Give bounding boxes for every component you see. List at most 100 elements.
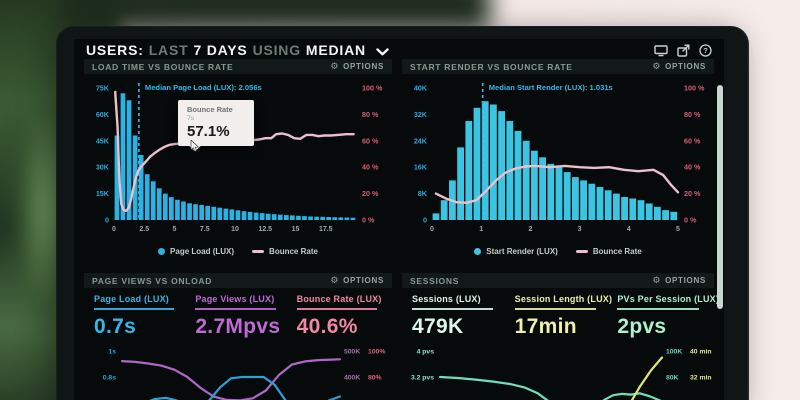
histogram-bar[interactable]: [193, 204, 198, 220]
histogram-bars[interactable]: [432, 101, 678, 221]
histogram-bar[interactable]: [344, 217, 350, 221]
histogram-bar[interactable]: [621, 196, 628, 220]
histogram-bar[interactable]: [596, 187, 604, 220]
histogram-bar[interactable]: [555, 167, 563, 220]
bounce-rate-line[interactable]: [434, 164, 680, 205]
histogram-bar[interactable]: [588, 183, 596, 220]
y-tick-left: 16K: [414, 163, 428, 172]
options-button[interactable]: ⚙ OPTIONS: [652, 62, 706, 72]
histogram-bar[interactable]: [473, 107, 481, 220]
histogram-bar[interactable]: [580, 180, 587, 220]
histogram-bar[interactable]: [144, 174, 150, 220]
y-tick-left: 0: [423, 216, 427, 225]
histogram-bar[interactable]: [432, 213, 440, 220]
start-render-chart[interactable]: Median Start Render (LUX): 1.031s 40K 32K 2…: [402, 74, 714, 238]
histogram-bar[interactable]: [205, 205, 210, 220]
tooltip-bucket: 7s: [187, 115, 195, 122]
histogram-bar[interactable]: [120, 93, 126, 220]
histogram-bar[interactable]: [320, 216, 325, 220]
histogram-bar[interactable]: [613, 193, 620, 220]
histogram-bar[interactable]: [563, 172, 571, 220]
histogram-bar[interactable]: [531, 150, 538, 220]
histogram-bar[interactable]: [241, 211, 247, 220]
histogram-bar[interactable]: [217, 207, 223, 220]
scrollbar[interactable]: [717, 85, 723, 309]
histogram-bar[interactable]: [126, 100, 132, 220]
histogram-bar[interactable]: [440, 200, 448, 220]
legend-item[interactable]: Bounce Rate: [252, 247, 318, 256]
histogram-bar[interactable]: [265, 213, 271, 220]
histogram-bar[interactable]: [187, 203, 192, 220]
histogram-bar[interactable]: [629, 198, 637, 221]
histogram-bar[interactable]: [338, 217, 344, 220]
histogram-bar[interactable]: [277, 214, 283, 220]
histogram-bar[interactable]: [481, 101, 489, 220]
histogram-bar[interactable]: [175, 199, 180, 220]
histogram-bar[interactable]: [169, 197, 174, 220]
metric-underline: [617, 308, 699, 310]
histogram-bar[interactable]: [637, 200, 645, 220]
page-title[interactable]: USERS: LAST 7 DAYS USING MEDIAN: [86, 41, 389, 59]
histogram-bar[interactable]: [259, 213, 265, 220]
mini-series-line[interactable]: [600, 356, 664, 400]
options-button[interactable]: ⚙ OPTIONS: [330, 276, 384, 286]
histogram-bar[interactable]: [662, 210, 669, 220]
histogram-bar[interactable]: [572, 177, 579, 220]
title-part: USERS:: [86, 42, 144, 58]
histogram-bar[interactable]: [332, 217, 338, 220]
histogram-bar[interactable]: [302, 216, 307, 220]
histogram-bar[interactable]: [235, 210, 241, 220]
histogram-bar[interactable]: [547, 163, 555, 220]
histogram-bar[interactable]: [457, 147, 464, 220]
histogram-bar[interactable]: [670, 211, 678, 221]
legend-item[interactable]: Start Render (LUX): [474, 247, 558, 256]
histogram-bar[interactable]: [314, 216, 319, 220]
histogram-bar[interactable]: [498, 111, 505, 220]
mini-series-line[interactable]: [438, 375, 662, 400]
histogram-bar[interactable]: [290, 215, 295, 220]
histogram-bar[interactable]: [247, 211, 253, 220]
histogram-bar[interactable]: [211, 206, 217, 220]
histogram-bar[interactable]: [465, 121, 473, 220]
legend-dot-icon: [158, 247, 166, 255]
share-icon[interactable]: [677, 44, 690, 57]
options-button[interactable]: ⚙ OPTIONS: [330, 62, 384, 72]
display-icon[interactable]: [654, 44, 668, 57]
histogram-bar[interactable]: [271, 214, 277, 220]
histogram-bar[interactable]: [163, 193, 168, 220]
help-icon[interactable]: ?: [699, 43, 712, 57]
histogram-bar[interactable]: [326, 217, 331, 220]
histogram-bar[interactable]: [253, 212, 259, 220]
histogram-bar[interactable]: [514, 130, 522, 220]
y-tick-right: 40 %: [684, 163, 701, 172]
histogram-bar[interactable]: [604, 190, 612, 220]
histogram-bar[interactable]: [284, 215, 289, 220]
histogram-bar[interactable]: [150, 181, 156, 220]
histogram-bar[interactable]: [522, 140, 530, 220]
y-tick-right: 0 %: [684, 216, 697, 225]
load-time-chart[interactable]: Median Page Load (LUX): 2.056s 75K 60K 45K 3…: [84, 74, 392, 238]
legend-item[interactable]: Bounce Rate: [575, 247, 642, 256]
options-button[interactable]: ⚙ OPTIONS: [652, 276, 706, 286]
histogram-bar[interactable]: [156, 188, 162, 220]
histogram-bar[interactable]: [223, 208, 229, 220]
histogram-bar[interactable]: [350, 217, 356, 220]
histogram-bar[interactable]: [308, 216, 313, 221]
histogram-bar[interactable]: [181, 201, 186, 221]
mini-series-line[interactable]: [122, 375, 342, 400]
mini-series-line[interactable]: [120, 358, 342, 400]
metric-value: 479K: [412, 315, 464, 338]
histogram-bar[interactable]: [296, 215, 301, 220]
histogram-bar[interactable]: [654, 206, 661, 220]
histogram-bar[interactable]: [199, 205, 204, 220]
histogram-bar[interactable]: [138, 154, 144, 220]
histogram-bar[interactable]: [114, 135, 120, 221]
histogram-bar[interactable]: [490, 104, 497, 221]
histogram-bar[interactable]: [645, 203, 653, 221]
y-tick-right: 40 %: [362, 163, 379, 172]
legend-item[interactable]: Page Load (LUX): [158, 247, 234, 256]
histogram-bar[interactable]: [229, 209, 235, 220]
histogram-bar[interactable]: [539, 157, 546, 220]
